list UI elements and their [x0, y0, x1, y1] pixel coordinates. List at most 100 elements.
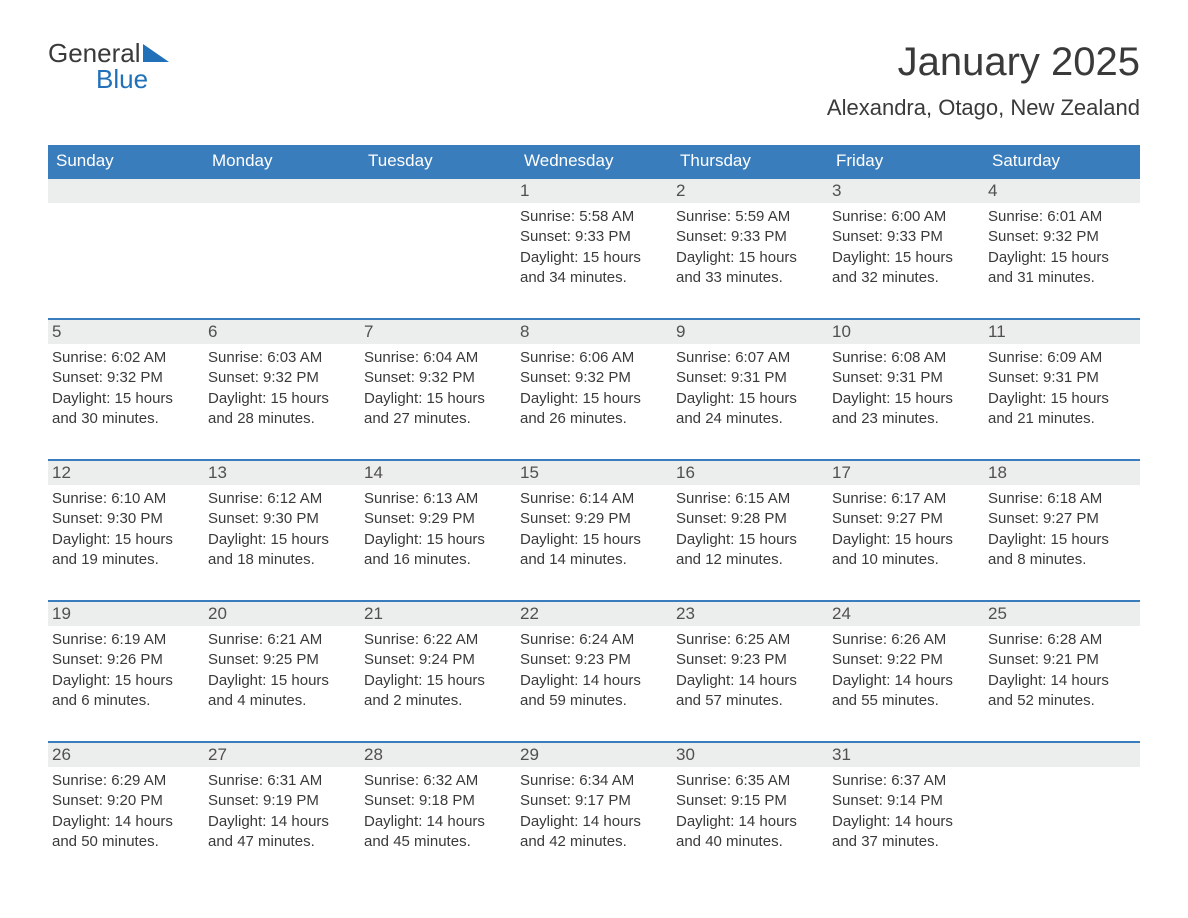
day-daylight1: Daylight: 15 hours [364, 530, 512, 550]
day-number [360, 179, 516, 201]
day-number-cell: 20 [204, 601, 360, 626]
day-sunrise: Sunrise: 6:37 AM [832, 771, 980, 791]
day-daylight2: and 19 minutes. [52, 550, 200, 570]
day-details-cell: Sunrise: 6:35 AMSunset: 9:15 PMDaylight:… [672, 767, 828, 882]
day-details: Sunrise: 6:02 AMSunset: 9:32 PMDaylight:… [48, 344, 204, 459]
day-details-cell: Sunrise: 6:03 AMSunset: 9:32 PMDaylight:… [204, 344, 360, 460]
day-sunrise: Sunrise: 6:26 AM [832, 630, 980, 650]
day-sunrise: Sunrise: 6:29 AM [52, 771, 200, 791]
day-number-cell: 6 [204, 319, 360, 344]
day-daylight1: Daylight: 15 hours [520, 530, 668, 550]
day-number-cell: 11 [984, 319, 1140, 344]
day-number: 26 [48, 743, 204, 767]
day-sunrise: Sunrise: 6:12 AM [208, 489, 356, 509]
day-daylight2: and 4 minutes. [208, 691, 356, 711]
day-number: 22 [516, 602, 672, 626]
day-sunset: Sunset: 9:31 PM [988, 368, 1136, 388]
day-sunset: Sunset: 9:32 PM [208, 368, 356, 388]
day-sunrise: Sunrise: 6:28 AM [988, 630, 1136, 650]
day-number: 24 [828, 602, 984, 626]
day-details-cell: Sunrise: 6:17 AMSunset: 9:27 PMDaylight:… [828, 485, 984, 601]
day-sunset: Sunset: 9:27 PM [988, 509, 1136, 529]
day-details [360, 203, 516, 318]
day-details-cell: Sunrise: 6:32 AMSunset: 9:18 PMDaylight:… [360, 767, 516, 882]
day-daylight2: and 28 minutes. [208, 409, 356, 429]
day-details-cell: Sunrise: 6:18 AMSunset: 9:27 PMDaylight:… [984, 485, 1140, 601]
week-number-row: 19202122232425 [48, 601, 1140, 626]
day-daylight2: and 8 minutes. [988, 550, 1136, 570]
day-daylight1: Daylight: 15 hours [988, 248, 1136, 268]
day-sunset: Sunset: 9:33 PM [832, 227, 980, 247]
day-sunset: Sunset: 9:17 PM [520, 791, 668, 811]
day-number: 23 [672, 602, 828, 626]
day-details: Sunrise: 6:12 AMSunset: 9:30 PMDaylight:… [204, 485, 360, 600]
day-details: Sunrise: 6:04 AMSunset: 9:32 PMDaylight:… [360, 344, 516, 459]
day-number-cell: 31 [828, 742, 984, 767]
day-details-cell: Sunrise: 6:19 AMSunset: 9:26 PMDaylight:… [48, 626, 204, 742]
day-daylight1: Daylight: 14 hours [676, 671, 824, 691]
day-details [48, 203, 204, 318]
weekday-header: Saturday [984, 145, 1140, 178]
weekday-header: Friday [828, 145, 984, 178]
day-sunset: Sunset: 9:32 PM [520, 368, 668, 388]
day-daylight1: Daylight: 14 hours [364, 812, 512, 832]
weekday-header: Thursday [672, 145, 828, 178]
day-details-cell: Sunrise: 5:58 AMSunset: 9:33 PMDaylight:… [516, 203, 672, 319]
day-details: Sunrise: 6:19 AMSunset: 9:26 PMDaylight:… [48, 626, 204, 741]
day-daylight1: Daylight: 15 hours [988, 530, 1136, 550]
day-number: 20 [204, 602, 360, 626]
day-details: Sunrise: 6:22 AMSunset: 9:24 PMDaylight:… [360, 626, 516, 741]
day-sunrise: Sunrise: 6:06 AM [520, 348, 668, 368]
day-number: 8 [516, 320, 672, 344]
day-details: Sunrise: 6:07 AMSunset: 9:31 PMDaylight:… [672, 344, 828, 459]
month-year-title: January 2025 [827, 40, 1140, 85]
day-details [204, 203, 360, 318]
day-details: Sunrise: 5:59 AMSunset: 9:33 PMDaylight:… [672, 203, 828, 318]
day-sunset: Sunset: 9:31 PM [676, 368, 824, 388]
day-details: Sunrise: 6:17 AMSunset: 9:27 PMDaylight:… [828, 485, 984, 600]
day-sunset: Sunset: 9:18 PM [364, 791, 512, 811]
day-details: Sunrise: 6:09 AMSunset: 9:31 PMDaylight:… [984, 344, 1140, 459]
day-sunrise: Sunrise: 6:24 AM [520, 630, 668, 650]
day-number: 12 [48, 461, 204, 485]
day-number: 10 [828, 320, 984, 344]
day-daylight2: and 10 minutes. [832, 550, 980, 570]
day-details-cell: Sunrise: 6:04 AMSunset: 9:32 PMDaylight:… [360, 344, 516, 460]
day-sunrise: Sunrise: 5:58 AM [520, 207, 668, 227]
day-number: 2 [672, 179, 828, 203]
day-sunrise: Sunrise: 6:15 AM [676, 489, 824, 509]
day-details: Sunrise: 6:06 AMSunset: 9:32 PMDaylight:… [516, 344, 672, 459]
weekday-header: Wednesday [516, 145, 672, 178]
day-number-cell: 18 [984, 460, 1140, 485]
week-details-row: Sunrise: 6:02 AMSunset: 9:32 PMDaylight:… [48, 344, 1140, 460]
day-daylight1: Daylight: 14 hours [520, 671, 668, 691]
day-daylight1: Daylight: 15 hours [208, 389, 356, 409]
day-daylight2: and 47 minutes. [208, 832, 356, 852]
day-daylight1: Daylight: 14 hours [676, 812, 824, 832]
day-number-cell [360, 178, 516, 203]
day-sunset: Sunset: 9:31 PM [832, 368, 980, 388]
day-sunrise: Sunrise: 6:07 AM [676, 348, 824, 368]
day-number: 28 [360, 743, 516, 767]
day-sunset: Sunset: 9:33 PM [676, 227, 824, 247]
day-details: Sunrise: 6:10 AMSunset: 9:30 PMDaylight:… [48, 485, 204, 600]
day-daylight1: Daylight: 15 hours [832, 530, 980, 550]
day-details-cell: Sunrise: 6:02 AMSunset: 9:32 PMDaylight:… [48, 344, 204, 460]
day-details: Sunrise: 6:34 AMSunset: 9:17 PMDaylight:… [516, 767, 672, 882]
day-daylight2: and 34 minutes. [520, 268, 668, 288]
day-details-cell: Sunrise: 6:07 AMSunset: 9:31 PMDaylight:… [672, 344, 828, 460]
day-sunrise: Sunrise: 6:19 AM [52, 630, 200, 650]
day-sunrise: Sunrise: 6:01 AM [988, 207, 1136, 227]
day-number-cell: 9 [672, 319, 828, 344]
day-number-cell: 15 [516, 460, 672, 485]
day-daylight1: Daylight: 15 hours [52, 671, 200, 691]
day-sunset: Sunset: 9:14 PM [832, 791, 980, 811]
day-details: Sunrise: 6:28 AMSunset: 9:21 PMDaylight:… [984, 626, 1140, 741]
day-details-cell: Sunrise: 6:01 AMSunset: 9:32 PMDaylight:… [984, 203, 1140, 319]
day-daylight2: and 21 minutes. [988, 409, 1136, 429]
calendar-header-row: SundayMondayTuesdayWednesdayThursdayFrid… [48, 145, 1140, 178]
day-sunset: Sunset: 9:32 PM [364, 368, 512, 388]
logo-text: General Blue [48, 40, 169, 92]
day-number: 6 [204, 320, 360, 344]
day-details: Sunrise: 6:31 AMSunset: 9:19 PMDaylight:… [204, 767, 360, 882]
